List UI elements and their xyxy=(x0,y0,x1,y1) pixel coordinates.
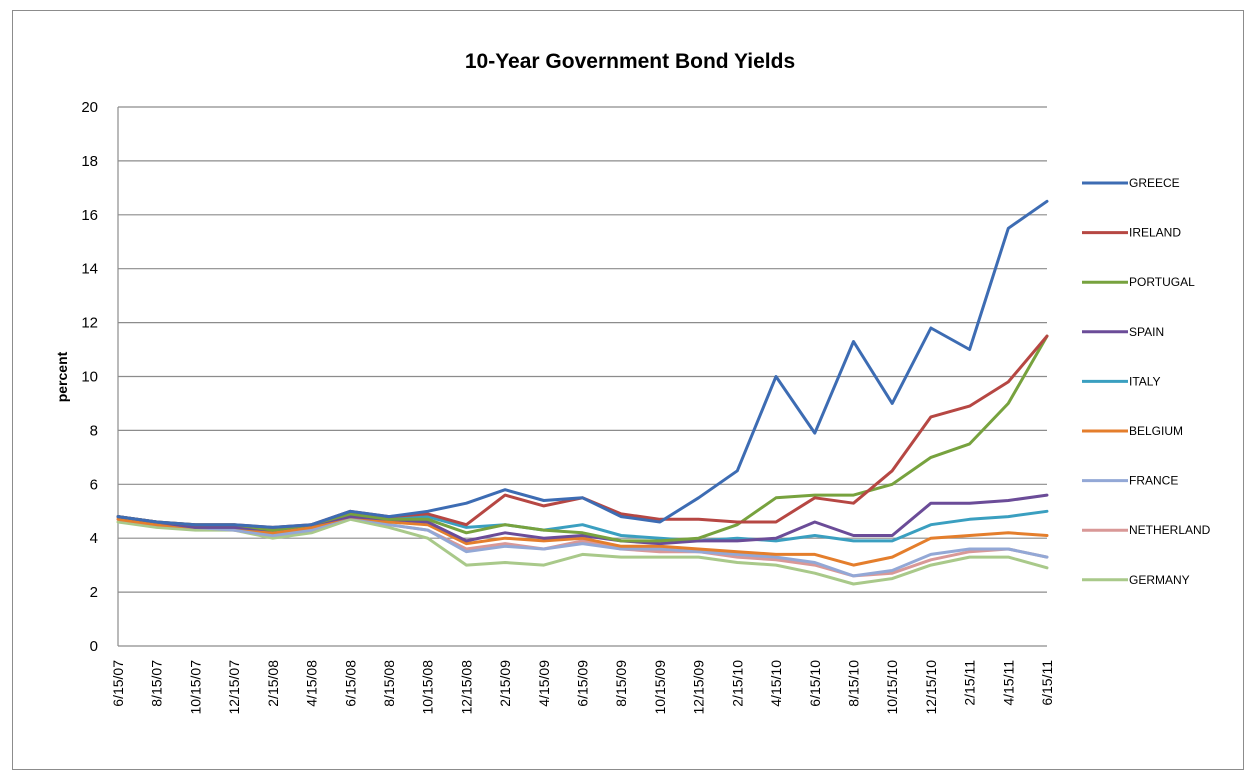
legend-label: PORTUGAL xyxy=(1129,275,1195,289)
x-tick-label: 2/15/11 xyxy=(962,660,978,706)
series-line-france xyxy=(116,515,1049,578)
x-tick-label: 6/15/10 xyxy=(807,660,823,707)
legend-label: GERMANY xyxy=(1129,573,1190,587)
x-tick-label: 12/15/10 xyxy=(923,660,939,715)
y-tick-label: 8 xyxy=(90,422,98,439)
legend-label: FRANCE xyxy=(1129,474,1178,488)
x-tick-label: 2/15/09 xyxy=(497,660,513,707)
x-axis-ticks: 6/15/07 8/15/07 10/15/07 12/15/07 2/15/08 4/1… xyxy=(110,660,1055,715)
legend-label: BELGIUM xyxy=(1129,424,1183,438)
series-line-greece xyxy=(116,199,1049,529)
y-axis-ticks: 0 2 4 6 8 10 12 14 16 18 20 xyxy=(81,99,98,655)
x-tick-label: 8/15/08 xyxy=(381,660,397,707)
legend-label: SPAIN xyxy=(1129,325,1164,339)
y-tick-label: 4 xyxy=(90,530,98,547)
x-tick-label: 6/15/07 xyxy=(110,660,126,707)
x-tick-label: 2/15/08 xyxy=(265,660,281,707)
x-tick-label: 10/15/09 xyxy=(652,660,668,715)
series-line-germany xyxy=(116,517,1049,586)
x-tick-label: 12/15/09 xyxy=(691,660,707,715)
y-tick-label: 14 xyxy=(81,261,98,278)
x-tick-label: 6/15/09 xyxy=(575,660,591,707)
legend: GREECE IRELAND PORTUGAL SPAIN ITALY BELGIUM FR… xyxy=(1082,176,1211,587)
y-axis-label: percent xyxy=(54,351,70,402)
x-tick-label: 4/15/10 xyxy=(768,660,784,707)
y-tick-label: 2 xyxy=(90,584,98,601)
y-tick-label: 12 xyxy=(81,315,98,332)
series-lines xyxy=(116,199,1049,586)
chart-title: 10-Year Government Bond Yields xyxy=(465,50,795,73)
x-tick-label: 2/15/10 xyxy=(729,660,745,707)
x-tick-label: 12/15/08 xyxy=(458,660,474,715)
chart-frame xyxy=(12,10,1244,770)
series-line-belgium xyxy=(116,515,1049,567)
x-tick-label: 8/15/07 xyxy=(149,660,165,707)
y-tick-label: 6 xyxy=(90,476,98,493)
x-tick-label: 4/15/08 xyxy=(304,660,320,707)
x-tick-label: 4/15/11 xyxy=(1000,660,1016,706)
legend-label: IRELAND xyxy=(1129,226,1181,240)
legend-label: ITALY xyxy=(1129,374,1161,388)
y-tick-label: 10 xyxy=(81,369,98,386)
x-tick-label: 6/15/08 xyxy=(342,660,358,707)
series-line-portugal xyxy=(116,334,1049,543)
x-tick-label: 10/15/10 xyxy=(884,660,900,715)
x-tick-label: 10/15/07 xyxy=(187,660,203,715)
x-tick-label: 8/15/09 xyxy=(613,660,629,707)
y-tick-label: 18 xyxy=(81,153,98,170)
x-tick-label: 8/15/10 xyxy=(845,660,861,707)
x-tick-label: 12/15/07 xyxy=(226,660,242,715)
y-tick-label: 16 xyxy=(81,207,98,224)
legend-label: NETHERLAND xyxy=(1129,523,1211,537)
y-tick-label: 20 xyxy=(81,99,98,116)
y-tick-label: 0 xyxy=(90,638,98,655)
gridlines xyxy=(117,106,1047,647)
x-tick-label: 4/15/09 xyxy=(536,660,552,707)
legend-label: GREECE xyxy=(1129,176,1180,190)
x-tick-label: 6/15/11 xyxy=(1039,660,1055,706)
x-tick-label: 10/15/08 xyxy=(420,660,436,715)
